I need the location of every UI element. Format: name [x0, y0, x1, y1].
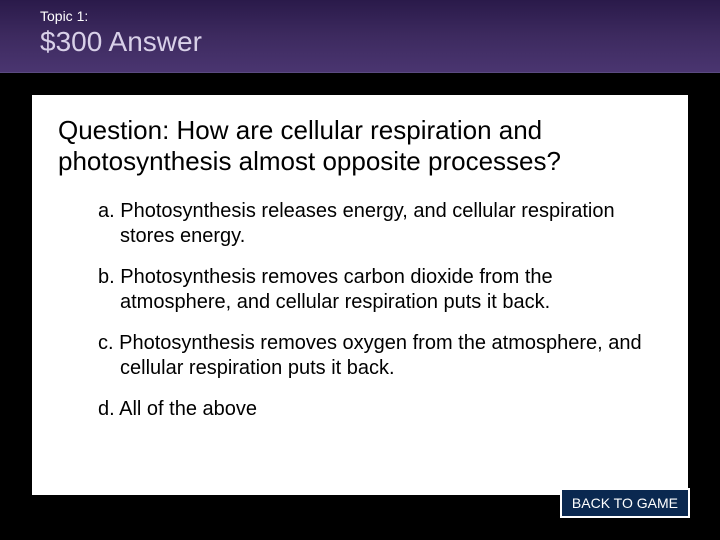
options-list: a. Photosynthesis releases energy, and c… [58, 199, 668, 422]
option-a: a. Photosynthesis releases energy, and c… [98, 199, 668, 249]
back-to-game-button[interactable]: BACK TO GAME [560, 488, 690, 518]
option-b: b. Photosynthesis removes carbon dioxide… [98, 265, 668, 315]
header-bar: Topic 1: $300 Answer [0, 0, 720, 73]
content-panel: Question: How are cellular respiration a… [32, 95, 688, 495]
option-c: c. Photosynthesis removes oxygen from th… [98, 331, 668, 381]
value-answer-title: $300 Answer [40, 26, 680, 58]
topic-label: Topic 1: [40, 8, 680, 24]
option-d: d. All of the above [98, 397, 668, 422]
question-text: Question: How are cellular respiration a… [58, 115, 668, 177]
